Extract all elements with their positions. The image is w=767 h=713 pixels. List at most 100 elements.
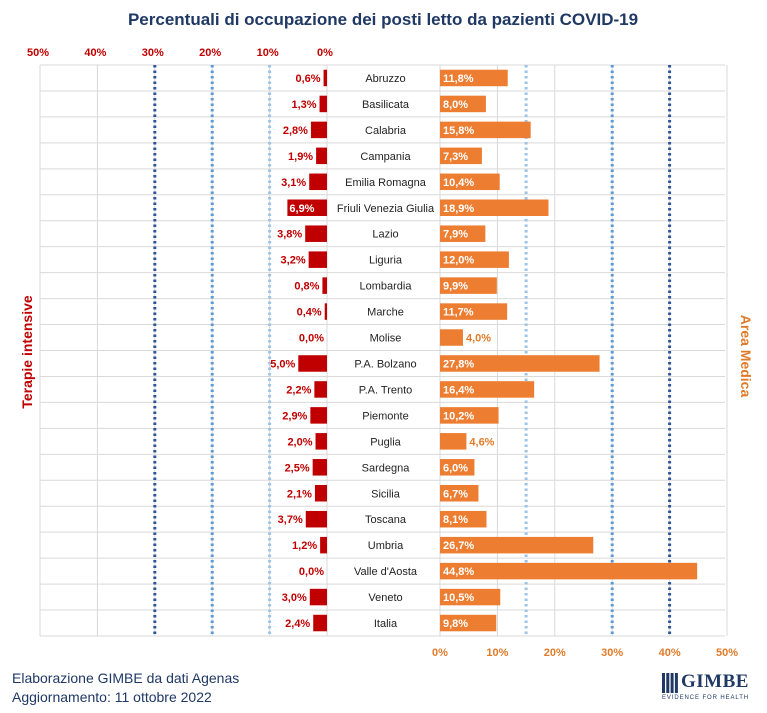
left-bar: [309, 588, 327, 606]
left-bar-value-label: 2,5%: [285, 462, 310, 474]
right-bar-value-label: 27,8%: [443, 358, 474, 370]
category-label: Sardegna: [362, 462, 411, 474]
right-bar: [440, 121, 531, 139]
right-bar-value-label: 44,8%: [443, 566, 474, 578]
right-bar: [440, 69, 508, 87]
right-bar: [440, 95, 486, 113]
category-label: P.A. Trento: [359, 384, 413, 396]
category-label: Molise: [370, 333, 402, 345]
right-bar-value-label: 7,9%: [443, 229, 468, 241]
left-tick-label: 20%: [199, 47, 221, 59]
right-bar: [440, 147, 482, 165]
left-bar-value-label: 1,3%: [291, 99, 316, 111]
right-bar: [440, 329, 463, 346]
left-tick-label: 50%: [27, 47, 49, 59]
category-label: Umbria: [368, 540, 404, 552]
left-bar-value-label: 3,1%: [281, 177, 306, 189]
right-bar-value-label: 4,0%: [466, 333, 491, 345]
left-bar-value-label: 0,6%: [295, 73, 320, 85]
right-bar: [440, 251, 509, 268]
right-tick-label: 20%: [544, 647, 566, 659]
gimbe-logo-mark-icon: [662, 673, 678, 693]
right-bar: [440, 199, 549, 216]
category-label: Emilia Romagna: [345, 177, 427, 189]
left-bar-value-label: 3,2%: [281, 255, 306, 267]
right-bar-value-label: 10,5%: [443, 592, 474, 604]
left-bar: [314, 485, 327, 502]
left-bar-value-label: 2,0%: [287, 436, 312, 448]
gimbe-logo-tagline: EVIDENCE FOR HEALTH: [662, 695, 749, 701]
left-tick-label: 0%: [317, 47, 333, 59]
right-bar-value-label: 10,2%: [443, 410, 474, 422]
left-bar-value-label: 3,7%: [278, 514, 303, 526]
left-tick-label: 30%: [142, 47, 164, 59]
right-bar-value-label: 8,1%: [443, 514, 468, 526]
right-bar-value-label: 7,3%: [443, 151, 468, 163]
right-bar-value-label: 8,0%: [443, 99, 468, 111]
left-bar: [312, 459, 327, 476]
category-label: Italia: [374, 618, 398, 630]
right-bar-value-label: 15,8%: [443, 125, 474, 137]
category-label: Basilicata: [362, 99, 410, 111]
left-bar: [316, 147, 327, 165]
left-bar-value-label: 2,2%: [286, 384, 311, 396]
left-bar: [322, 277, 327, 294]
left-bar: [315, 433, 327, 450]
right-bar-value-label: 11,7%: [443, 307, 474, 319]
right-bar: [440, 277, 497, 294]
right-bar: [440, 355, 600, 372]
left-bar-value-label: 0,8%: [294, 281, 319, 293]
category-label: Piemonte: [362, 410, 408, 422]
category-label: Calabria: [365, 125, 407, 137]
right-bar-value-label: 12,0%: [443, 255, 474, 267]
right-bar: [440, 433, 467, 450]
right-axis-title: Area Medica: [738, 315, 754, 398]
left-bar: [310, 121, 327, 139]
right-bar-value-label: 18,9%: [443, 203, 474, 215]
category-label: Liguria: [369, 255, 403, 267]
right-bar-value-label: 16,4%: [443, 384, 474, 396]
left-bar-value-label: 0,0%: [299, 566, 324, 578]
left-bar: [305, 510, 327, 528]
category-label: Abruzzo: [365, 73, 405, 85]
category-label: Marche: [367, 307, 404, 319]
right-tick-label: 10%: [486, 647, 508, 659]
left-bar-value-label: 6,9%: [289, 203, 314, 215]
right-bar-value-label: 26,7%: [443, 540, 474, 552]
right-tick-label: 50%: [716, 647, 738, 659]
category-labels: Abruzzo Basilicata Calabria Campania Emilia …: [337, 73, 435, 630]
left-bar: [320, 536, 327, 554]
gimbe-logo-text: GIMBE: [681, 671, 749, 692]
right-bar: [440, 485, 479, 502]
right-bar-value-label: 9,8%: [443, 618, 468, 630]
right-bar: [440, 225, 486, 242]
right-bar-value-label: 6,7%: [443, 488, 468, 500]
right-tick-label: 30%: [601, 647, 623, 659]
left-bar: [308, 251, 327, 268]
category-label: Lombardia: [360, 281, 413, 293]
category-label: Veneto: [368, 592, 402, 604]
left-axis-title: Terapie intensive: [19, 295, 35, 409]
left-bar-value-label: 3,0%: [282, 592, 307, 604]
right-bar: [440, 614, 497, 632]
left-tick-label: 10%: [257, 47, 279, 59]
right-bar-value-label: 6,0%: [443, 462, 468, 474]
category-label: Sicilia: [371, 488, 401, 500]
left-bar-value-label: 1,9%: [288, 151, 313, 163]
left-bar: [323, 69, 327, 87]
left-bar-value-label: 2,4%: [285, 618, 310, 630]
right-bar: [440, 562, 698, 580]
footer-update: Aggiornamento: 11 ottobre 2022: [12, 689, 212, 705]
gimbe-logo: GIMBE EVIDENCE FOR HEALTH: [662, 671, 758, 707]
category-label: Campania: [360, 151, 411, 163]
chart-title: Percentuali di occupazione dei posti let…: [128, 10, 638, 29]
right-bar-value-label: 9,9%: [443, 281, 468, 293]
bars: 0,6% 11,8% 1,3% 8,0% 2,8% 15,8% 1,9% 7,3% 3,1% 10…: [270, 69, 698, 632]
left-bar-value-label: 5,0%: [270, 358, 295, 370]
right-bar: [440, 173, 500, 191]
left-bar-value-label: 2,8%: [283, 125, 308, 137]
category-label: Valle d'Aosta: [354, 566, 418, 578]
right-bar: [440, 588, 501, 606]
threshold-lines: [153, 65, 672, 636]
